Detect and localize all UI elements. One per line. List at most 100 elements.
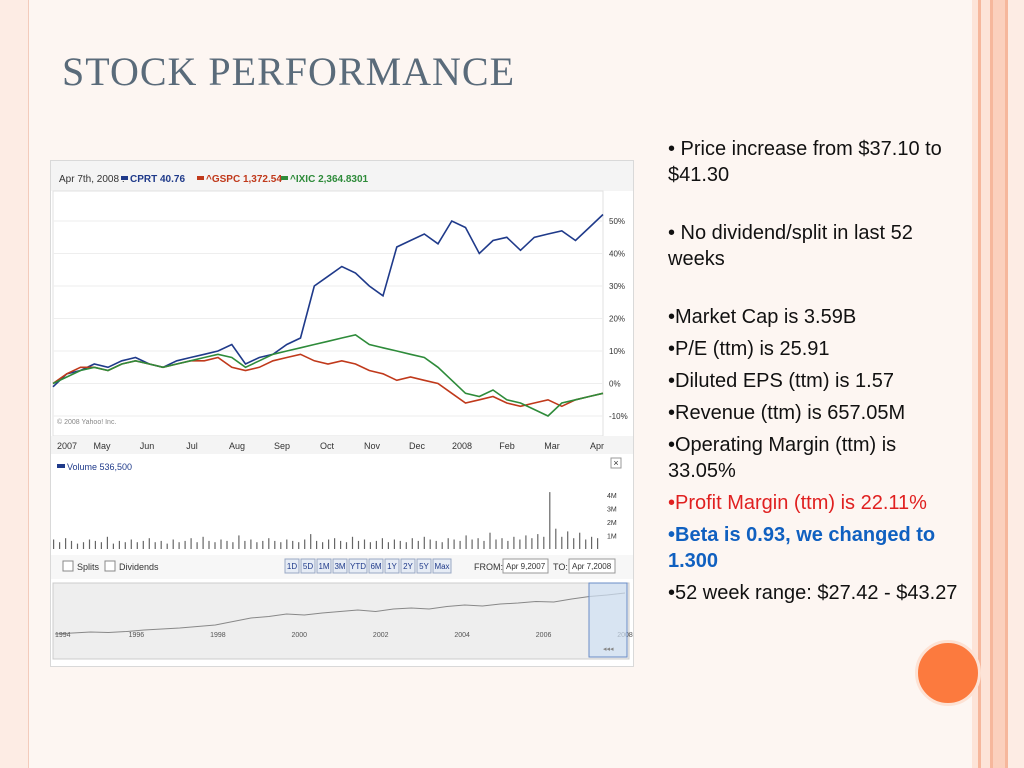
volume-bar xyxy=(543,536,545,549)
x-tick-label: Feb xyxy=(499,441,515,451)
range-button-3m[interactable] xyxy=(332,558,348,574)
close-icon[interactable]: × xyxy=(613,458,618,468)
volume-close-button[interactable] xyxy=(610,457,622,469)
dividends-checkbox[interactable] xyxy=(104,560,116,572)
range-button-ytd[interactable] xyxy=(348,558,368,574)
legend-swatch-2 xyxy=(281,176,288,180)
x-tick-label: Apr xyxy=(590,441,604,451)
volume-bar xyxy=(585,539,587,549)
volume-bar xyxy=(130,539,132,549)
volume-bar xyxy=(65,538,67,549)
x-tick-label: Aug xyxy=(229,441,245,451)
volume-bar xyxy=(549,492,551,549)
overview-year-label: 1994 xyxy=(55,632,71,639)
range-button-label[interactable]: 6M xyxy=(370,562,381,571)
range-button-6m[interactable] xyxy=(368,558,384,574)
to-date-input[interactable] xyxy=(568,558,616,574)
range-button-label[interactable]: 5D xyxy=(303,562,313,571)
bullet-dividend: • No dividend/split in last 52 weeks xyxy=(668,222,913,270)
volume-bar xyxy=(465,535,467,549)
volume-bar xyxy=(369,542,371,549)
chart-svg: Apr 7th, 2008 : CPRT 40.76 ^GSPC 1,372.54 ^… xyxy=(51,161,633,660)
bullet-revenue: •Revenue (ttm) is 657.05M xyxy=(668,402,906,424)
range-button-label[interactable]: Max xyxy=(434,562,449,571)
volume-bar xyxy=(196,542,198,549)
volume-bar xyxy=(238,535,240,549)
range-button-label[interactable]: 1M xyxy=(318,562,329,571)
x-tick-label: May xyxy=(93,441,111,451)
volume-bar xyxy=(351,536,354,549)
x-tick-label: Dec xyxy=(409,441,426,451)
volume-bar xyxy=(136,542,138,549)
range-button-label[interactable]: 3M xyxy=(334,562,345,571)
stock-chart: Apr 7th, 2008 : CPRT 40.76 ^GSPC 1,372.54 ^… xyxy=(50,160,634,667)
volume-bar xyxy=(393,539,395,549)
volume-bar xyxy=(274,540,276,549)
from-date-value[interactable]: Apr 9,2007 xyxy=(506,562,546,571)
range-button-5d[interactable] xyxy=(300,558,316,574)
range-button-label[interactable]: YTD xyxy=(350,562,366,571)
to-date-value[interactable]: Apr 7,2008 xyxy=(572,562,612,571)
volume-bar xyxy=(178,542,180,549)
volume-bar xyxy=(202,536,204,549)
bullet-market-cap: •Market Cap is 3.59B xyxy=(668,306,857,328)
volume-bar xyxy=(345,542,348,549)
volume-tick-label: 2M xyxy=(607,520,617,527)
volume-bar xyxy=(555,528,557,549)
volume-bar xyxy=(579,532,581,549)
volume-bar xyxy=(226,540,228,549)
range-button-5y[interactable] xyxy=(416,558,432,574)
bullet-list: • Price increase from $37.10 to $41.30 •… xyxy=(668,136,958,606)
overview-drag-handle[interactable]: ◂◂◂ xyxy=(603,646,614,653)
range-button-label[interactable]: 1D xyxy=(287,562,297,571)
volume-bar xyxy=(340,540,342,549)
dividends-label: Dividends xyxy=(119,562,159,572)
overview-year-label: 2000 xyxy=(291,632,307,639)
volume-bar xyxy=(59,542,61,549)
legend-label-2: ^IXIC 2,364.8301 xyxy=(290,174,369,185)
volume-bar xyxy=(190,538,192,549)
range-button-1d[interactable] xyxy=(284,558,300,574)
legend-label-1: ^GSPC 1,372.54 xyxy=(206,174,282,185)
x-tick-label: Sep xyxy=(274,441,290,451)
volume-bar xyxy=(328,539,330,549)
bullet-52-week-range: •52 week range: $27.42 - $43.27 xyxy=(668,582,958,604)
x-tick-label: 2008 xyxy=(452,441,472,451)
legend-swatch-1 xyxy=(197,176,204,180)
from-date-input[interactable] xyxy=(502,558,549,574)
bullet-beta: •Beta is 0.93, we changed to 1.300 xyxy=(668,522,958,574)
range-button-label[interactable]: 1Y xyxy=(387,562,397,571)
y-tick-label: 50% xyxy=(609,217,625,226)
volume-bar xyxy=(118,540,120,549)
chart-copyright: © 2008 Yahoo! Inc. xyxy=(57,418,116,426)
splits-checkbox[interactable] xyxy=(62,560,74,572)
volume-bar xyxy=(417,540,419,549)
volume-bar xyxy=(304,539,306,549)
volume-bar xyxy=(94,540,96,549)
overview-range-selector[interactable] xyxy=(588,582,628,658)
volume-bar xyxy=(214,542,216,549)
decorative-orange-circle xyxy=(915,640,981,706)
y-tick-label: 10% xyxy=(609,347,625,356)
volume-bar xyxy=(477,538,479,549)
range-button-1y[interactable] xyxy=(384,558,400,574)
range-button-max[interactable] xyxy=(432,558,452,574)
range-button-2y[interactable] xyxy=(400,558,416,574)
range-button-1m[interactable] xyxy=(316,558,332,574)
splits-label: Splits xyxy=(77,562,100,572)
y-tick-label: 40% xyxy=(609,250,625,259)
volume-bar xyxy=(184,540,186,549)
volume-bar xyxy=(334,538,336,549)
volume-bar xyxy=(112,543,114,549)
volume-label: Volume 536,500 xyxy=(67,462,132,472)
volume-bar xyxy=(459,540,461,549)
overview-year-label: 2002 xyxy=(373,632,389,639)
x-tick-label: Nov xyxy=(364,441,381,451)
volume-bar xyxy=(363,539,366,549)
volume-bar xyxy=(513,536,515,549)
range-button-label[interactable]: 2Y xyxy=(403,562,413,571)
y-tick-label: 30% xyxy=(609,282,625,291)
volume-bar xyxy=(268,538,270,549)
range-button-label[interactable]: 5Y xyxy=(419,562,429,571)
legend-label-0: CPRT 40.76 xyxy=(130,174,185,185)
